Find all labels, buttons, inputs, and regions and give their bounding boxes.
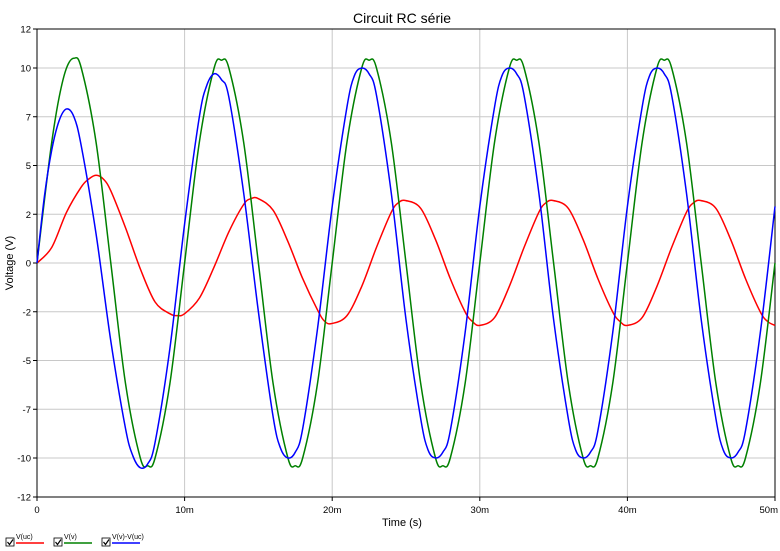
y-axis-label: Voltage (V) [4, 236, 16, 290]
x-tick-label: 0 [34, 505, 39, 516]
y-tick-label: 10 [20, 64, 31, 75]
legend-checkbox[interactable] [53, 537, 63, 547]
y-tick-label: -7 [23, 405, 31, 416]
y-tick-label: 7 [26, 112, 31, 123]
legend-label: V(v) [64, 534, 77, 541]
checkmark-icon [55, 539, 62, 546]
series-lines [36, 56, 776, 470]
legend-item[interactable]: V(v) [53, 534, 92, 547]
checkmark-icon [103, 539, 110, 546]
y-tick-label: -12 [17, 493, 31, 504]
x-tick-label: 20m [323, 505, 342, 516]
legend: V(uc) V(v) V(v)-V(uc) [5, 534, 144, 547]
x-tick-label: 40m [618, 505, 637, 516]
legend-label: V(uc) [16, 534, 33, 541]
y-tick-label: 0 [26, 259, 31, 270]
y-tick-label: 2 [26, 210, 31, 221]
y-tick-label: 12 [20, 25, 31, 36]
x-tick-label: 50m [760, 505, 779, 516]
legend-item[interactable]: V(v)-V(uc) [101, 534, 144, 547]
legend-item[interactable]: V(uc) [5, 534, 44, 547]
series-line-v-v [36, 56, 776, 468]
y-tick-label: 5 [26, 161, 31, 172]
series-line-v-uc [36, 174, 776, 327]
checkmark-icon [7, 539, 14, 546]
y-tick-label: -5 [23, 356, 31, 367]
x-tick-label: 30m [471, 505, 490, 516]
series-line-v-v-v-uc [36, 67, 776, 470]
y-tick-label: -2 [23, 307, 31, 318]
x-axis-label: Time (s) [382, 517, 422, 529]
legend-checkbox[interactable] [101, 537, 111, 547]
chart-title: Circuit RC série [353, 10, 451, 26]
x-axis-ticks: 0 10m 20m 30m 40m 50m [34, 497, 778, 516]
y-tick-label: -10 [17, 454, 31, 465]
y-axis-ticks: 12 10 7 5 2 0 -2 -5 -7 -10 -12 [17, 25, 37, 504]
x-tick-label: 10m [175, 505, 194, 516]
legend-label: V(v)-V(uc) [112, 534, 144, 541]
legend-checkbox[interactable] [5, 537, 15, 547]
